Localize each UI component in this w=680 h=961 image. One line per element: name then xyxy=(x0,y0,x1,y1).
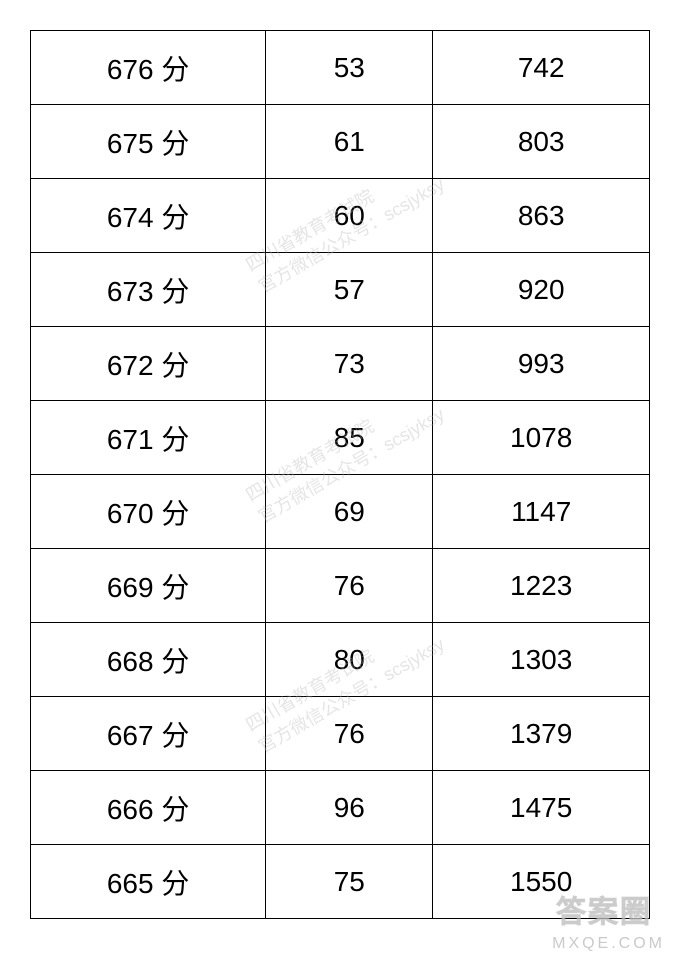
table-row: 671 分851078 xyxy=(31,401,650,475)
count-cell: 76 xyxy=(266,697,433,771)
score-cell: 675 分 xyxy=(31,105,266,179)
count-cell: 73 xyxy=(266,327,433,401)
count-cell: 60 xyxy=(266,179,433,253)
cumulative-cell: 863 xyxy=(433,179,650,253)
score-cell: 667 分 xyxy=(31,697,266,771)
count-cell: 53 xyxy=(266,31,433,105)
cumulative-cell: 920 xyxy=(433,253,650,327)
cumulative-cell: 1303 xyxy=(433,623,650,697)
count-cell: 85 xyxy=(266,401,433,475)
table-row: 666 分961475 xyxy=(31,771,650,845)
cumulative-cell: 1223 xyxy=(433,549,650,623)
score-cell: 676 分 xyxy=(31,31,266,105)
cumulative-cell: 1379 xyxy=(433,697,650,771)
bottom-outline-text: 答案圈 xyxy=(556,887,652,931)
count-cell: 96 xyxy=(266,771,433,845)
count-cell: 80 xyxy=(266,623,433,697)
score-cell: 674 分 xyxy=(31,179,266,253)
count-cell: 69 xyxy=(266,475,433,549)
score-cell: 673 分 xyxy=(31,253,266,327)
count-cell: 75 xyxy=(266,845,433,919)
cumulative-cell: 1078 xyxy=(433,401,650,475)
table-row: 667 分761379 xyxy=(31,697,650,771)
score-cell: 666 分 xyxy=(31,771,266,845)
score-cell: 672 分 xyxy=(31,327,266,401)
score-cell: 671 分 xyxy=(31,401,266,475)
table-row: 676 分53742 xyxy=(31,31,650,105)
bottom-url-text: MXQE.COM xyxy=(552,935,665,953)
table-row: 670 分691147 xyxy=(31,475,650,549)
cumulative-cell: 742 xyxy=(433,31,650,105)
score-cell: 670 分 xyxy=(31,475,266,549)
score-table-container: 676 分53742675 分61803674 分60863673 分57920… xyxy=(30,30,650,919)
table-row: 669 分761223 xyxy=(31,549,650,623)
score-cell: 665 分 xyxy=(31,845,266,919)
table-row: 674 分60863 xyxy=(31,179,650,253)
table-row: 673 分57920 xyxy=(31,253,650,327)
count-cell: 57 xyxy=(266,253,433,327)
score-cell: 668 分 xyxy=(31,623,266,697)
table-row: 668 分801303 xyxy=(31,623,650,697)
count-cell: 76 xyxy=(266,549,433,623)
cumulative-cell: 1147 xyxy=(433,475,650,549)
table-row: 675 分61803 xyxy=(31,105,650,179)
cumulative-cell: 1475 xyxy=(433,771,650,845)
cumulative-cell: 993 xyxy=(433,327,650,401)
table-row: 672 分73993 xyxy=(31,327,650,401)
score-distribution-table: 676 分53742675 分61803674 分60863673 分57920… xyxy=(30,30,650,919)
table-body: 676 分53742675 分61803674 分60863673 分57920… xyxy=(31,31,650,919)
score-cell: 669 分 xyxy=(31,549,266,623)
count-cell: 61 xyxy=(266,105,433,179)
cumulative-cell: 803 xyxy=(433,105,650,179)
